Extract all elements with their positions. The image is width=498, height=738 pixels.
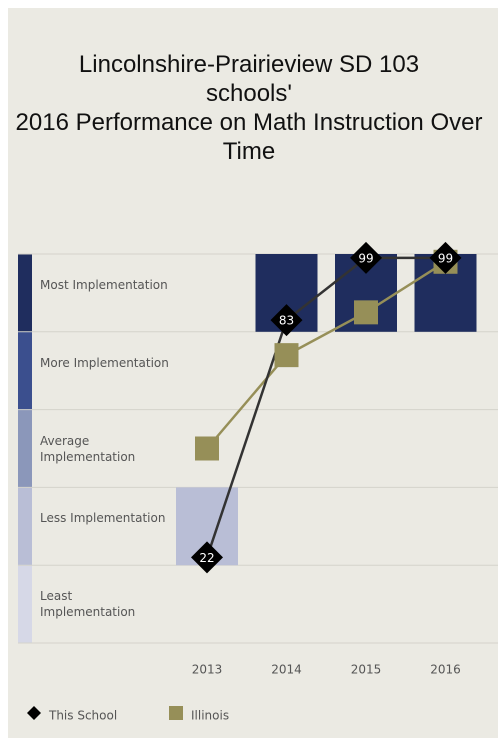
marker-square: [274, 343, 299, 368]
band-swatch: [18, 565, 32, 643]
marker-diamond: [270, 304, 303, 337]
band-label: Less Implementation: [40, 511, 166, 526]
band-swatch: [18, 331, 32, 410]
band-swatch: [18, 409, 32, 488]
x-tick-label: 2014: [271, 663, 302, 677]
band-label: Most Implementation: [40, 277, 168, 292]
marker-diamond: [350, 241, 382, 274]
marker-square: [195, 436, 219, 461]
data-label: 22: [199, 551, 214, 565]
marker-square: [354, 300, 378, 325]
band-label: Average Implementation: [40, 433, 136, 464]
data-label: 99: [358, 251, 373, 265]
series-line: [205, 256, 446, 558]
chart-background: [8, 8, 498, 738]
marker-diamond: [191, 541, 223, 574]
series-line: [206, 260, 447, 450]
band-label: More Implementation: [40, 355, 169, 370]
legend-marker: [27, 706, 41, 720]
x-tick-label: 2013: [192, 663, 223, 677]
marker-diamond: [429, 241, 462, 274]
x-tick-label: 2015: [351, 663, 382, 677]
legend-label: This School: [48, 709, 117, 723]
chart-subtitle: 2016 Performance on Math Instruction Ove…: [15, 109, 483, 165]
legend-label: Illinois: [191, 709, 229, 723]
legend-marker: [169, 706, 183, 720]
chart-title: Lincolnshire-Prairieview SD 103 schools': [78, 51, 420, 107]
data-label: 99: [438, 251, 453, 265]
band-swatch: [18, 254, 32, 332]
band-swatch: [18, 487, 32, 566]
x-tick-label: 2016: [430, 663, 461, 677]
band-label: Least Implementation: [40, 589, 136, 620]
data-label: 83: [279, 314, 294, 328]
